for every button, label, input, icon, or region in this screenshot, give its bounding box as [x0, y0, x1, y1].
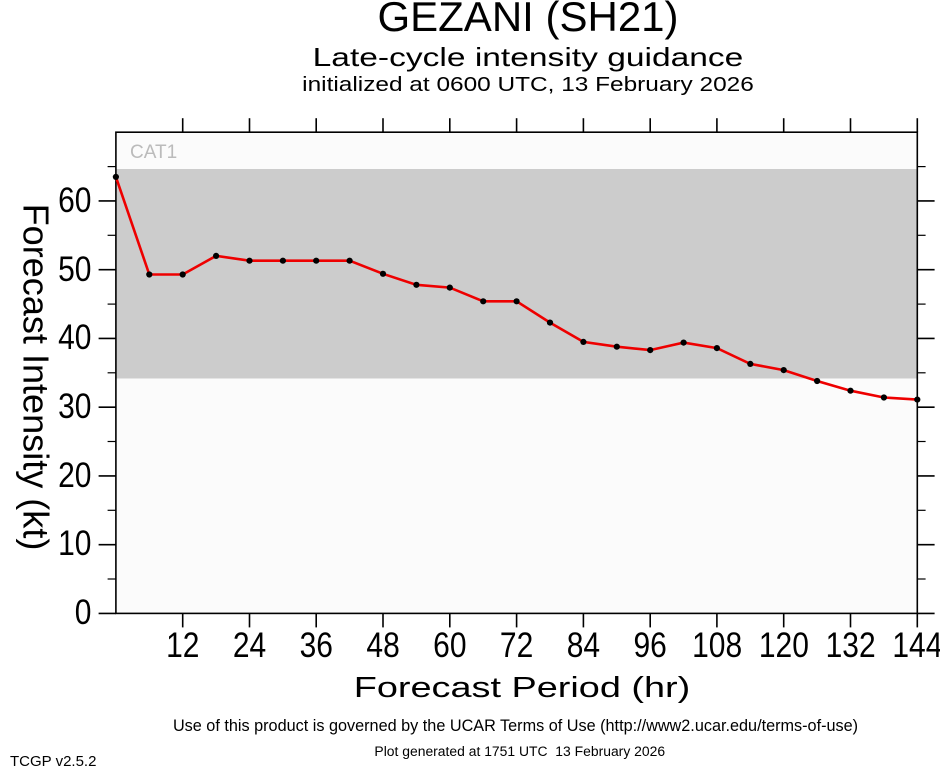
- svg-text:20: 20: [58, 455, 91, 495]
- svg-text:24: 24: [233, 625, 266, 665]
- svg-text:40: 40: [58, 317, 91, 357]
- svg-text:10: 10: [58, 523, 91, 563]
- svg-text:144: 144: [892, 625, 940, 665]
- svg-text:12: 12: [166, 625, 199, 665]
- svg-text:108: 108: [692, 625, 742, 665]
- svg-text:48: 48: [366, 625, 399, 665]
- svg-text:72: 72: [500, 625, 533, 665]
- svg-text:60: 60: [58, 180, 91, 220]
- svg-text:0: 0: [75, 592, 92, 632]
- svg-text:132: 132: [826, 625, 876, 665]
- svg-text:120: 120: [759, 625, 809, 665]
- svg-text:30: 30: [58, 386, 91, 426]
- svg-text:60: 60: [433, 625, 466, 665]
- svg-text:96: 96: [633, 625, 666, 665]
- svg-text:50: 50: [58, 249, 91, 289]
- svg-text:36: 36: [300, 625, 333, 665]
- svg-text:CAT1: CAT1: [130, 142, 177, 163]
- svg-text:84: 84: [567, 625, 600, 665]
